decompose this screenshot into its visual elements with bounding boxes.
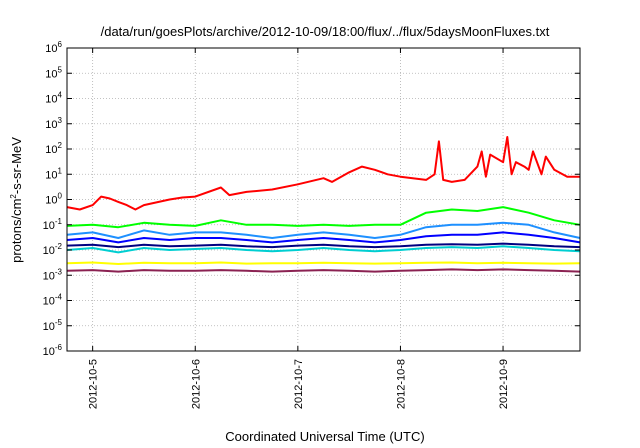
y-axis-label-suffix: -s-sr-MeV [9, 137, 24, 194]
y-tick-base: 10 [43, 296, 55, 308]
series-line-3 [66, 221, 581, 239]
y-tick-exponent: -3 [55, 267, 63, 276]
x-tick-label: 2012-10-5 [88, 359, 100, 409]
y-tick-exponent: -4 [55, 293, 63, 302]
series-line-1 [66, 136, 580, 211]
series-line-7 [66, 261, 581, 265]
grid-lines [67, 48, 580, 351]
y-tick-label: 100 [45, 192, 62, 207]
y-tick-exponent: -6 [55, 343, 63, 352]
y-tick-exponent: 5 [58, 65, 63, 74]
series-line-8 [66, 268, 581, 273]
y-tick-label: 10-3 [43, 267, 63, 282]
y-tick-label: 10-5 [43, 318, 63, 333]
y-tick-exponent: 6 [58, 40, 63, 49]
y-tick-label: 105 [45, 65, 62, 80]
chart-title: /data/run/goesPlots/archive/2012-10-09/1… [101, 24, 550, 39]
y-tick-label: 104 [45, 91, 62, 106]
y-tick-base: 10 [43, 220, 55, 232]
y-tick-base: 10 [43, 321, 55, 333]
series-line-5 [66, 245, 581, 254]
series-line-2 [66, 206, 581, 229]
y-tick-base: 10 [45, 119, 57, 131]
y-tick-label: 101 [45, 166, 62, 181]
x-axis-ticks: 2012-10-5 2012-10-6 2012-10-7 2012-10-8 2012… [88, 48, 510, 409]
x-tick-label: 2012-10-9 [498, 359, 510, 409]
y-tick-exponent: -5 [55, 318, 63, 327]
y-axis-label: protons/cm2-s-sr-MeV [9, 137, 24, 263]
y-tick-exponent: 1 [58, 166, 63, 175]
y-tick-label: 102 [45, 141, 62, 156]
y-tick-base: 10 [45, 195, 57, 207]
y-tick-exponent: -2 [55, 242, 63, 251]
y-tick-base: 10 [45, 144, 57, 156]
y-tick-label: 10-2 [43, 242, 63, 257]
x-axis-label: Coordinated Universal Time (UTC) [225, 429, 424, 444]
y-tick-label: 10-4 [43, 293, 63, 308]
y-tick-exponent: 2 [58, 141, 63, 150]
y-tick-label: 10-1 [43, 217, 63, 232]
x-tick-label: 2012-10-7 [293, 359, 305, 409]
x-tick-label: 2012-10-8 [395, 359, 407, 409]
y-axis-ticks: 10-610-510-410-310-210-11001011021031041… [43, 40, 580, 358]
plot-frame [66, 47, 581, 352]
series-line-6 [66, 242, 581, 249]
series-group [66, 136, 581, 273]
y-tick-exponent: -1 [55, 217, 63, 226]
y-tick-base: 10 [45, 94, 57, 106]
y-tick-base: 10 [45, 169, 57, 181]
y-tick-label: 106 [45, 40, 62, 55]
x-tick-label: 2012-10-6 [190, 359, 202, 409]
series-line-4 [66, 231, 581, 244]
y-tick-label: 103 [45, 116, 62, 131]
y-tick-exponent: 4 [58, 91, 63, 100]
y-tick-base: 10 [43, 346, 55, 358]
y-tick-label: 10-6 [43, 343, 63, 358]
y-axis-label-prefix: protons/cm [9, 199, 24, 263]
y-tick-exponent: 3 [58, 116, 63, 125]
y-tick-base: 10 [43, 245, 55, 257]
y-tick-base: 10 [45, 43, 57, 55]
y-tick-exponent: 0 [58, 192, 63, 201]
y-tick-base: 10 [43, 270, 55, 282]
y-tick-base: 10 [45, 68, 57, 80]
y-axis-label-exponent: 2 [9, 194, 18, 199]
